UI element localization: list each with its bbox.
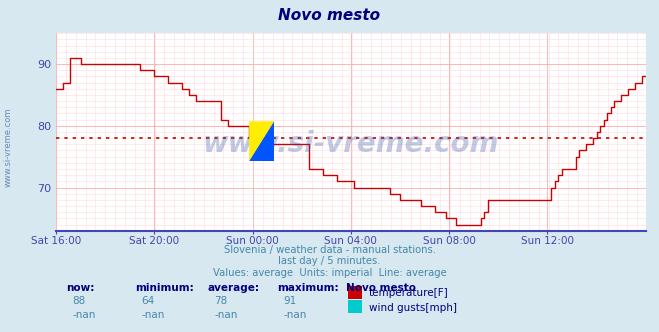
Text: 78: 78: [214, 296, 227, 306]
Text: -nan: -nan: [142, 310, 165, 320]
Text: minimum:: minimum:: [135, 283, 194, 293]
Text: -nan: -nan: [214, 310, 237, 320]
Text: temperature[F]: temperature[F]: [369, 289, 449, 298]
Text: maximum:: maximum:: [277, 283, 339, 293]
Text: www.si-vreme.com: www.si-vreme.com: [4, 108, 13, 188]
Text: Slovenia / weather data - manual stations.: Slovenia / weather data - manual station…: [223, 245, 436, 255]
Text: last day / 5 minutes.: last day / 5 minutes.: [278, 256, 381, 266]
Text: wind gusts[mph]: wind gusts[mph]: [369, 303, 457, 313]
Text: www.si-vreme.com: www.si-vreme.com: [203, 130, 499, 158]
Text: 91: 91: [283, 296, 297, 306]
Text: 64: 64: [142, 296, 155, 306]
Text: Novo mesto: Novo mesto: [279, 8, 380, 23]
Text: -nan: -nan: [283, 310, 306, 320]
Text: 88: 88: [72, 296, 86, 306]
Text: average:: average:: [208, 283, 260, 293]
Text: Values: average  Units: imperial  Line: average: Values: average Units: imperial Line: av…: [213, 268, 446, 278]
Polygon shape: [249, 121, 274, 161]
Polygon shape: [249, 121, 274, 161]
Text: -nan: -nan: [72, 310, 96, 320]
Text: now:: now:: [66, 283, 94, 293]
Text: Novo mesto: Novo mesto: [346, 283, 416, 293]
